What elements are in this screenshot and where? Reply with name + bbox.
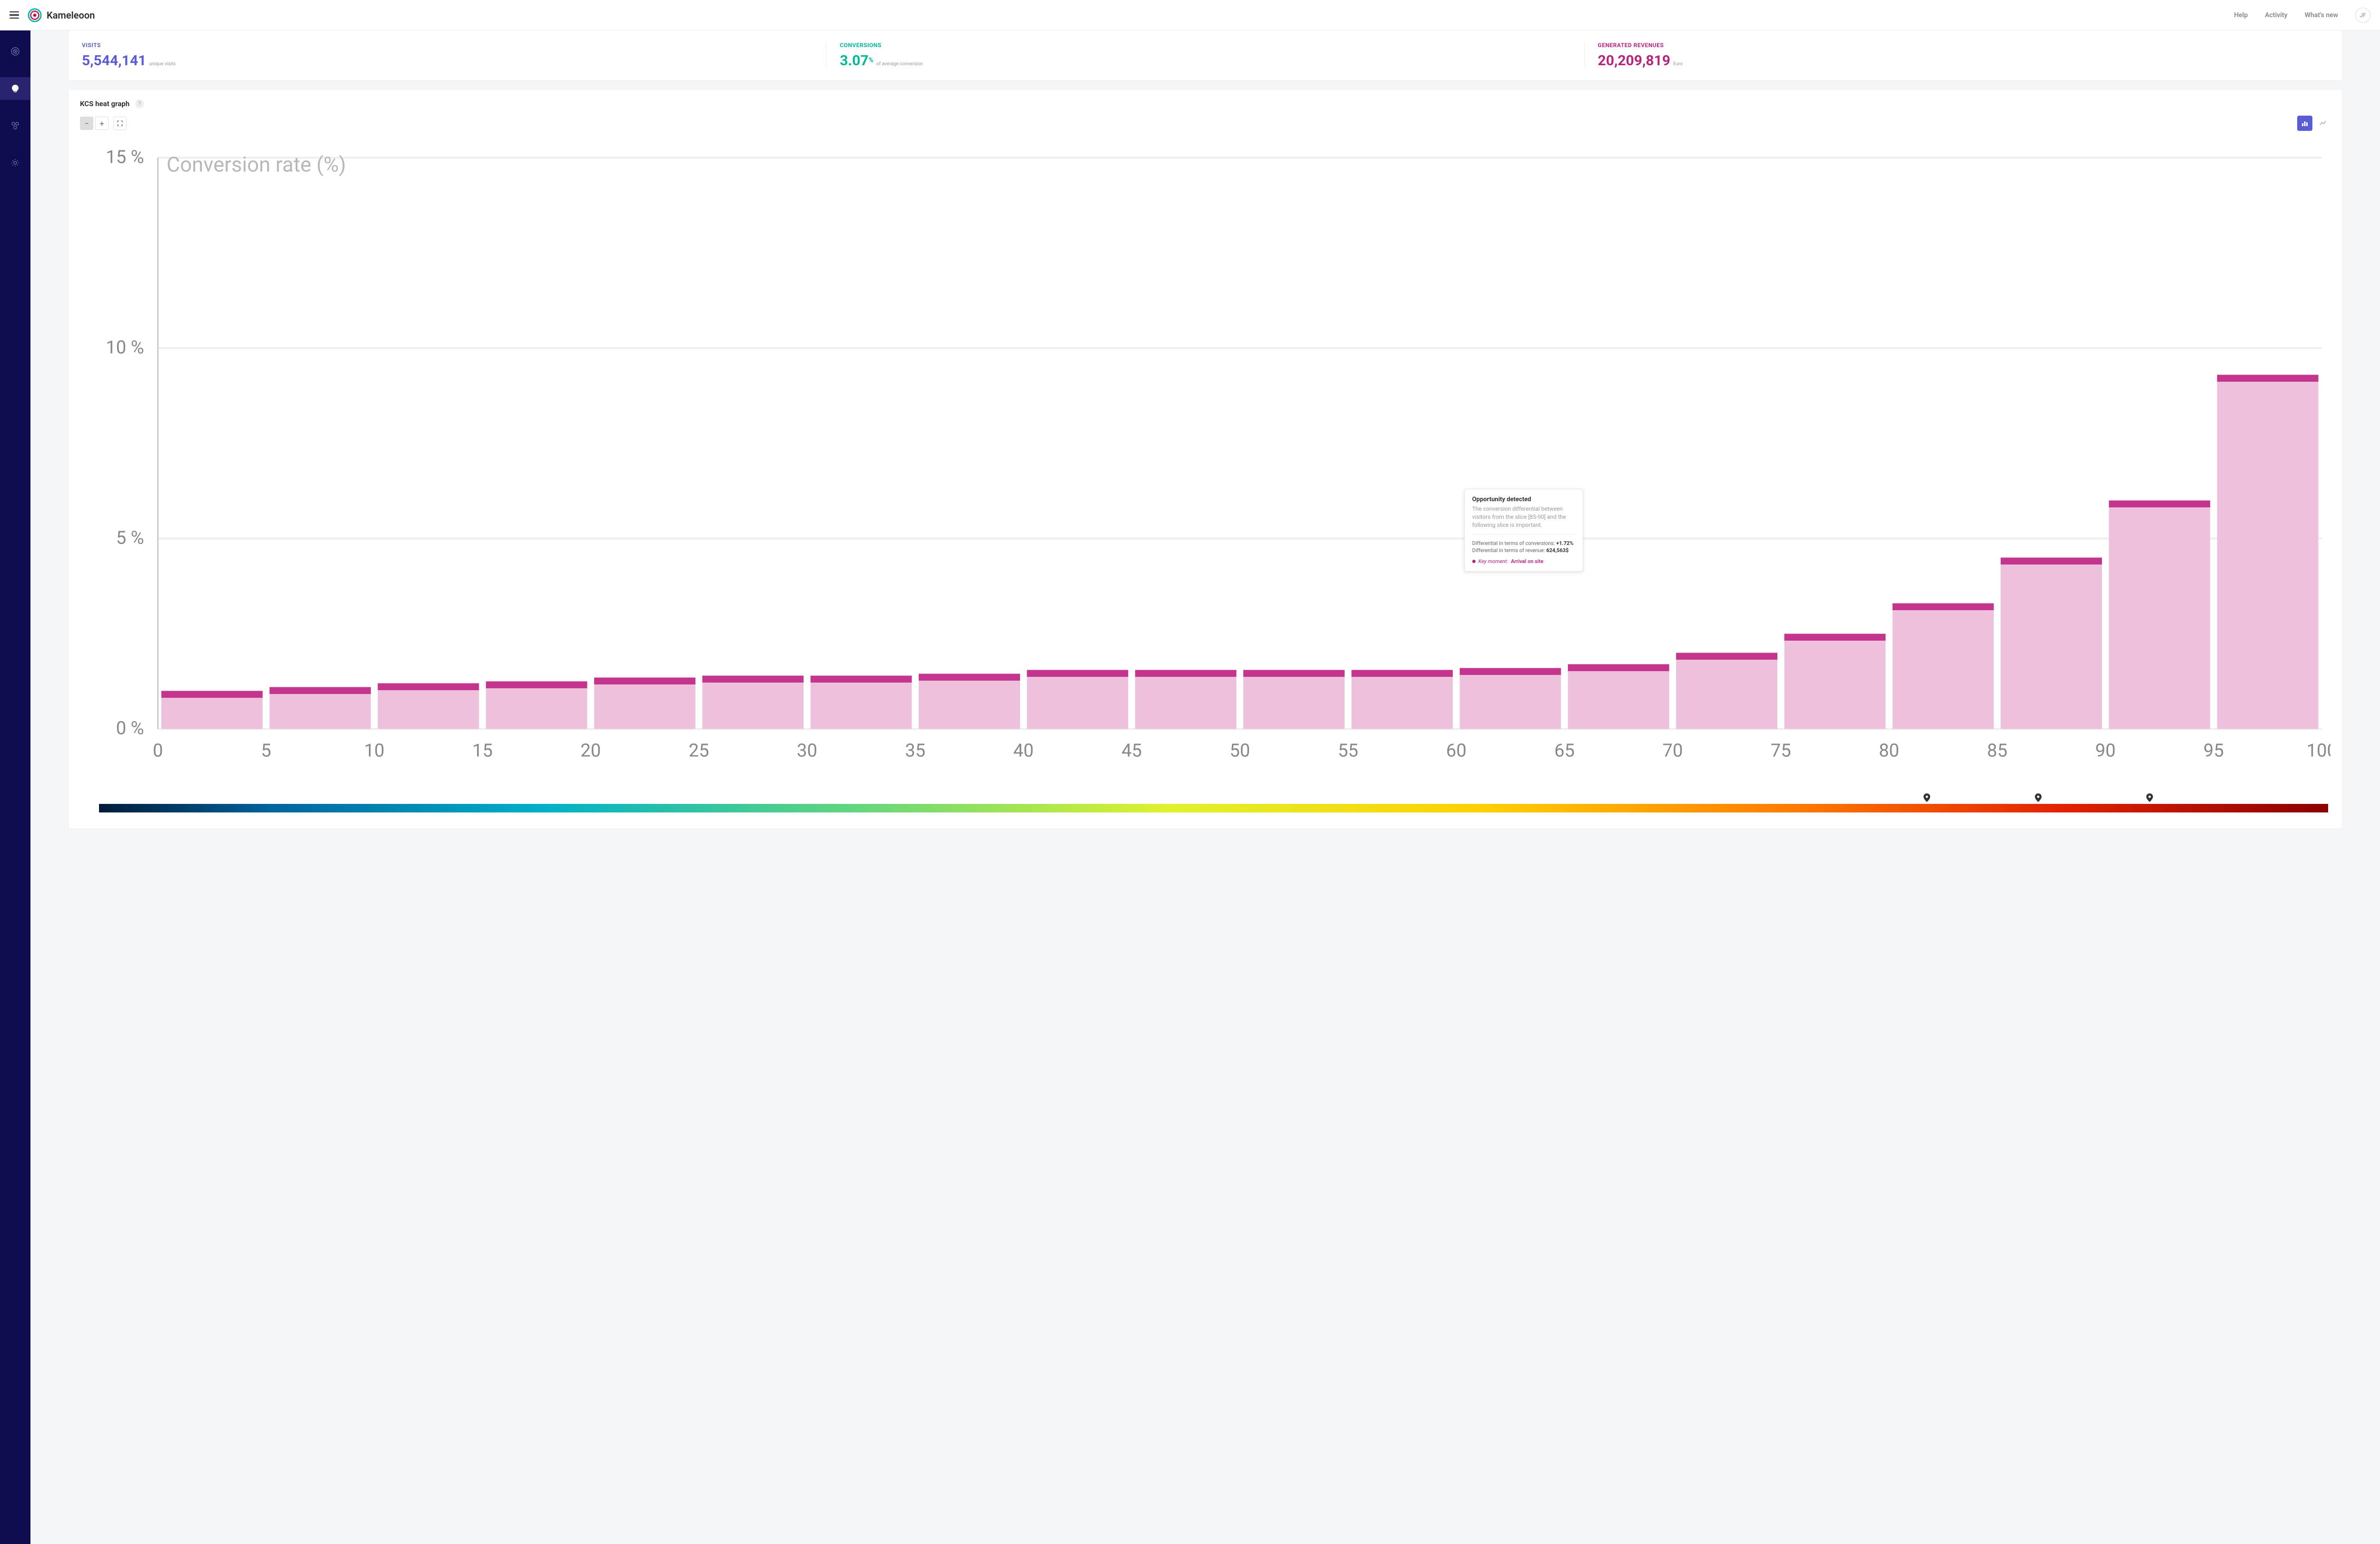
heat-bar-wrapper	[80, 804, 2330, 814]
tooltip-diff-conv: Differential in terms of conversions: +1…	[1472, 540, 1575, 546]
svg-text:0 %: 0 %	[116, 718, 144, 739]
menu-icon[interactable]	[10, 11, 19, 19]
svg-text:Conversion rate (%): Conversion rate (%)	[167, 152, 346, 177]
stats-card: VISITS 5,544,141 unique visits CONVERSIO…	[69, 30, 2342, 80]
svg-text:95: 95	[2203, 741, 2224, 762]
chart-title: KCS heat graph	[80, 99, 129, 108]
main-wrapper: VISITS 5,544,141 unique visits CONVERSIO…	[0, 30, 2380, 1544]
stat-visits-value: 5,544,141	[82, 52, 146, 69]
user-avatar[interactable]: JF	[2355, 8, 2370, 23]
brand-logo[interactable]: Kameleoon	[28, 8, 95, 22]
svg-text:85: 85	[1987, 741, 2007, 762]
key-moment-dot-icon	[1472, 560, 1476, 563]
tooltip-key-moment: Key moment: Arrival on site	[1472, 558, 1575, 564]
brand-name: Kameleoon	[47, 10, 95, 21]
top-header: Kameleoon Help Activity What's new JF	[0, 0, 2380, 30]
svg-text:45: 45	[1121, 741, 1142, 762]
sidebar-item-network[interactable]	[0, 114, 30, 137]
sidebar-item-target[interactable]	[0, 40, 30, 63]
header-right: Help Activity What's new JF	[2234, 8, 2370, 23]
chart-toolbar: − +	[80, 116, 2330, 131]
stat-visits-label: VISITS	[82, 42, 813, 49]
help-icon[interactable]: ?	[135, 99, 144, 108]
stat-visits: VISITS 5,544,141 unique visits	[69, 42, 826, 69]
nav-activity[interactable]: Activity	[2265, 11, 2287, 19]
svg-text:90: 90	[2095, 741, 2116, 762]
svg-text:100: 100	[2307, 741, 2330, 762]
svg-text:20: 20	[580, 741, 601, 762]
svg-text:0: 0	[153, 741, 163, 762]
heat-marker-icon[interactable]	[2035, 793, 2042, 804]
svg-text:30: 30	[797, 741, 817, 762]
svg-text:65: 65	[1554, 741, 1575, 762]
zoom-controls: − +	[80, 117, 127, 130]
zoom-in-button[interactable]: +	[95, 117, 109, 130]
nav-whatsnew[interactable]: What's new	[2305, 11, 2338, 19]
heat-marker-icon[interactable]	[2146, 793, 2153, 804]
svg-text:10: 10	[364, 741, 385, 762]
svg-text:25: 25	[689, 741, 709, 762]
stat-revenue-sub: Euro	[1673, 61, 1683, 67]
svg-text:35: 35	[905, 741, 925, 762]
svg-text:55: 55	[1338, 741, 1359, 762]
svg-text:50: 50	[1230, 741, 1250, 762]
stat-revenue-value: 20,209,819	[1598, 52, 1670, 69]
svg-text:15 %: 15 %	[106, 147, 144, 168]
heat-markers	[99, 793, 2328, 803]
stat-visits-sub: unique visits	[149, 61, 176, 67]
chart-card: KCS heat graph ? − +	[69, 90, 2342, 829]
header-left: Kameleoon	[10, 8, 95, 22]
tooltip-title: Opportunity detected	[1472, 496, 1575, 503]
zoom-out-button[interactable]: −	[80, 117, 93, 130]
svg-text:5 %: 5 %	[116, 527, 144, 548]
view-toggle	[2297, 116, 2330, 131]
stat-revenue-label: GENERATED REVENUES	[1598, 42, 2329, 49]
svg-text:5: 5	[261, 741, 271, 762]
main-content: VISITS 5,544,141 unique visits CONVERSIO…	[30, 30, 2380, 1544]
nav-help[interactable]: Help	[2234, 11, 2248, 19]
svg-text:10 %: 10 %	[106, 337, 144, 358]
svg-text:70: 70	[1663, 741, 1683, 762]
chart-header: KCS heat graph ?	[80, 99, 2330, 108]
line-view-button[interactable]	[2315, 116, 2330, 131]
sidebar-item-insights[interactable]	[0, 77, 30, 100]
tooltip-diff-rev: Differential in terms of revenue: 624,56…	[1472, 547, 1575, 554]
heat-gradient-bar	[99, 804, 2328, 812]
left-sidebar	[0, 30, 30, 1544]
svg-text:60: 60	[1446, 741, 1467, 762]
chart-area: 0 % 5 % 10 % 15 % Conversion rate (%) 0 5 10 15 2…	[80, 140, 2330, 798]
stat-conversions: CONVERSIONS 3.07% of average conversion	[826, 42, 1584, 69]
svg-text:15: 15	[472, 741, 493, 762]
fullscreen-button[interactable]	[113, 117, 127, 130]
bar-view-button[interactable]	[2297, 116, 2312, 131]
svg-text:75: 75	[1771, 741, 1791, 762]
sidebar-item-settings[interactable]	[0, 151, 30, 174]
stat-conversions-value: 3.07%	[840, 52, 873, 69]
stat-conversions-label: CONVERSIONS	[840, 42, 1570, 49]
stat-revenue: GENERATED REVENUES 20,209,819 Euro	[1585, 42, 2342, 69]
stat-conversions-sub: of average conversion	[876, 61, 923, 67]
heat-marker-icon[interactable]	[1924, 793, 1930, 804]
svg-text:80: 80	[1879, 741, 1899, 762]
opportunity-tooltip: Opportunity detected The conversion diff…	[1464, 489, 1583, 571]
bar-chart: 0 % 5 % 10 % 15 % Conversion rate (%) 0 5 10 15 2…	[80, 140, 2330, 798]
svg-text:40: 40	[1013, 741, 1034, 762]
kameleoon-icon	[28, 8, 42, 22]
tooltip-desc: The conversion differential between visi…	[1472, 505, 1575, 534]
